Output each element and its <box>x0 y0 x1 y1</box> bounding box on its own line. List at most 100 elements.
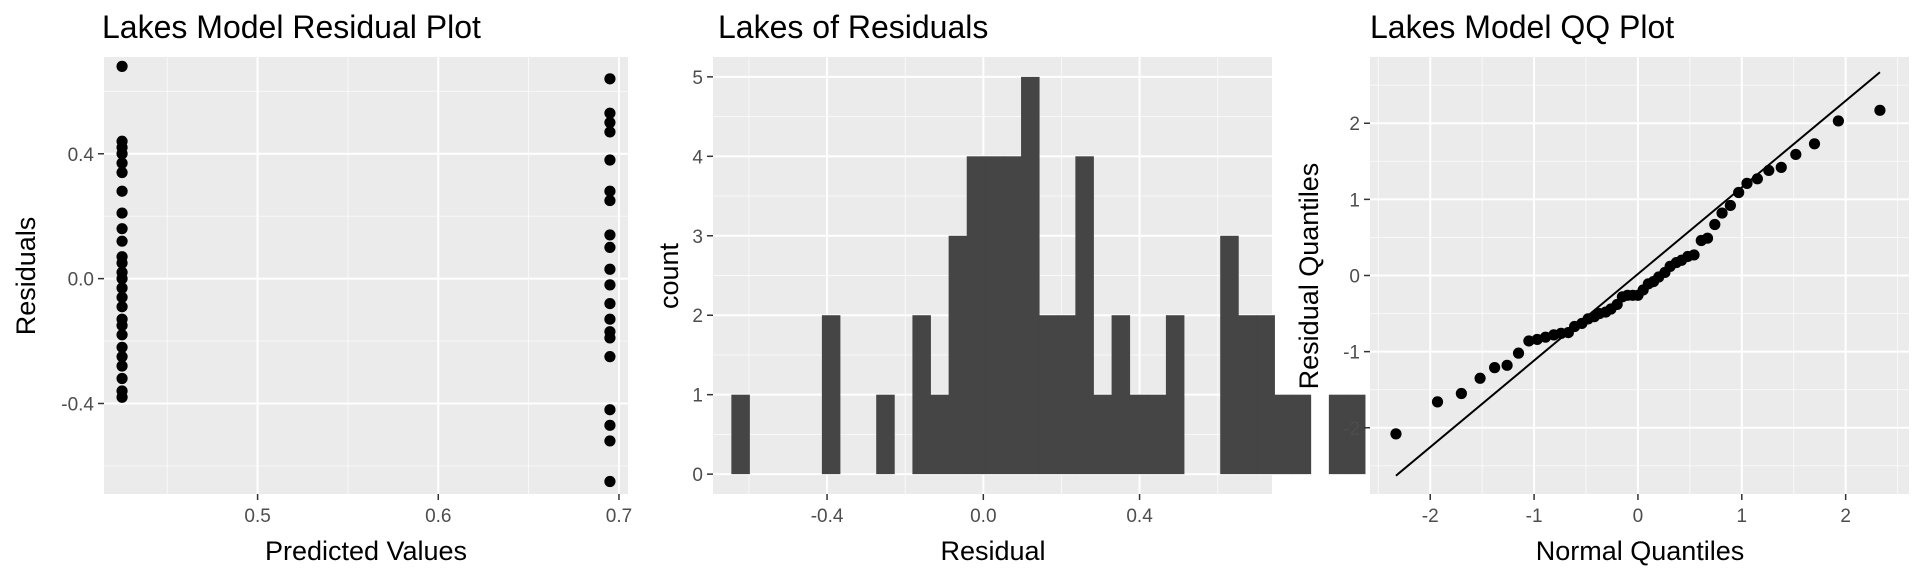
residual-plot-point <box>116 301 128 313</box>
qq-plot-x-tick-label: 0 <box>1633 506 1644 527</box>
qq-plot-point <box>1390 428 1402 440</box>
residual-plot-point <box>116 207 128 219</box>
residual-plot-point <box>116 291 128 303</box>
qq-plot-title: Lakes Model QQ Plot <box>1370 9 1674 45</box>
residual-plot-y-tick-label: 0.0 <box>68 270 94 291</box>
qq-plot-point <box>1701 232 1714 244</box>
histogram-bar <box>1093 394 1112 475</box>
histogram-bar <box>1328 394 1348 475</box>
residual-plot-point <box>604 313 616 325</box>
qq-plot-y-tick-label: -2 <box>1343 419 1360 440</box>
histogram-bar <box>984 156 1004 475</box>
residual-plot-y-axis-title: Residuals <box>11 217 41 336</box>
residual-plot-point <box>116 391 128 403</box>
residual-plot-point <box>604 419 616 431</box>
residual-plot-point <box>604 185 616 197</box>
histogram-bar <box>1147 394 1167 475</box>
residual-plot-point <box>604 73 616 85</box>
residual-plot-point <box>116 223 128 235</box>
histogram-bar <box>912 315 931 475</box>
residual-plot-point <box>116 257 128 269</box>
residual-plot-x-tick-label: 0.7 <box>606 506 632 527</box>
residual-plot-point <box>116 157 128 169</box>
qq-plot-point <box>1716 207 1728 219</box>
residual-plot-title: Lakes Model Residual Plot <box>102 9 481 45</box>
residual-plot-point <box>604 435 616 447</box>
qq-plot-point <box>1455 387 1467 400</box>
histogram-bar <box>948 235 968 475</box>
qq-plot-point <box>1763 164 1775 177</box>
residual-plot-point <box>604 351 616 363</box>
qq-plot-point <box>1688 249 1700 261</box>
histogram-bar <box>1165 315 1185 475</box>
histogram-title: Lakes of Residuals <box>718 9 988 45</box>
qq-plot-y-tick-label: -1 <box>1343 343 1360 364</box>
residual-plot-point <box>604 116 616 129</box>
qq-plot-point <box>1474 372 1486 384</box>
qq-plot-point <box>1808 138 1821 150</box>
residual-plot-point <box>116 282 128 294</box>
qq-plot-y-axis-title: Residual Quantiles <box>1294 163 1324 390</box>
residual-plot-point <box>604 194 616 207</box>
residual-plot-point <box>116 329 128 341</box>
residual-plot-point <box>604 475 616 488</box>
qq-plot-plot-area <box>1370 57 1909 494</box>
qq-plot-point <box>1790 148 1802 161</box>
histogram-bar <box>876 394 895 475</box>
qq-plot-point <box>1741 177 1753 189</box>
qq-plot-y-tick-label: 1 <box>1349 190 1360 211</box>
histogram-bar <box>1057 315 1076 475</box>
qq-plot-point <box>1512 347 1525 359</box>
qq-plot-point <box>1832 115 1844 127</box>
qq-plot-point <box>1709 218 1721 231</box>
residual-plot-point <box>604 263 616 275</box>
residual-plot-point <box>116 148 128 160</box>
histogram-y-axis-title: count <box>654 242 684 309</box>
histogram-y-tick-label: 3 <box>692 227 703 248</box>
residual-plot-point <box>116 273 128 285</box>
histogram-bar <box>1256 315 1275 475</box>
histogram-x-tick-label: 0.0 <box>970 506 996 527</box>
qq-plot-point <box>1751 173 1763 185</box>
qq-plot-x-tick-label: -2 <box>1422 506 1439 527</box>
qq-plot-point <box>1874 104 1886 116</box>
qq-plot-x-axis-title: Normal Quantiles <box>1536 536 1745 566</box>
residual-plot-point <box>604 279 616 291</box>
histogram-y-tick-label: 4 <box>692 147 703 168</box>
residual-plot-point <box>116 60 128 72</box>
histogram-plot-area <box>713 57 1366 494</box>
residual-plot-point <box>116 185 128 197</box>
histogram-bar <box>1274 394 1294 475</box>
histogram-bar <box>1238 315 1257 475</box>
histogram-y-tick-label: 5 <box>692 68 703 89</box>
qq-plot-x-tick-label: 2 <box>1840 506 1851 527</box>
residual-plot-panel: Lakes Model Residual Plot Predicted Valu… <box>11 9 632 566</box>
histogram-y-tick-label: 1 <box>692 386 703 407</box>
histogram-panel: Lakes of Residuals Residual count -0.4 0.… <box>654 9 1366 566</box>
residual-plot-point <box>116 372 128 385</box>
residual-plot-y-tick-label: -0.4 <box>61 394 94 415</box>
histogram-bar <box>1292 394 1312 475</box>
histogram-x-tick-label: 0.4 <box>1126 506 1153 527</box>
residual-plot-point <box>116 341 128 353</box>
histogram-bar <box>1111 315 1131 475</box>
histogram-x-axis-title: Residual <box>940 536 1045 566</box>
histogram-bar <box>731 394 750 475</box>
residual-plot-point <box>604 332 616 344</box>
residual-plot-x-tick-label: 0.6 <box>425 506 451 527</box>
residual-plot-point <box>116 235 128 247</box>
qq-plot-point <box>1431 396 1444 408</box>
residual-plot-panel-background <box>104 57 628 494</box>
histogram-bar <box>1346 394 1366 475</box>
qq-plot-point <box>1489 362 1501 374</box>
histogram-y-tick-label: 0 <box>692 465 703 486</box>
histogram-x-tick-label: -0.4 <box>811 506 844 527</box>
histogram-bar <box>1021 76 1040 475</box>
qq-plot-point <box>1733 186 1745 199</box>
qq-plot-reference-line <box>1395 71 1881 477</box>
residual-plot-x-tick-label: 0.5 <box>244 506 270 527</box>
residual-plot-point <box>604 297 616 310</box>
residual-plot-point <box>116 319 128 332</box>
qq-plot-x-tick-label: 1 <box>1737 506 1748 527</box>
